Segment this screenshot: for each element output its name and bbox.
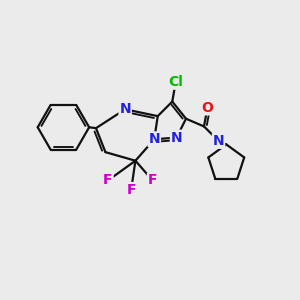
Text: F: F	[103, 173, 113, 188]
Text: O: O	[202, 100, 213, 115]
Text: Cl: Cl	[168, 75, 183, 89]
Text: N: N	[213, 134, 224, 148]
Text: F: F	[148, 173, 157, 188]
Text: F: F	[126, 183, 136, 197]
Text: N: N	[148, 132, 160, 146]
Text: N: N	[171, 130, 182, 145]
Text: N: N	[119, 102, 131, 116]
